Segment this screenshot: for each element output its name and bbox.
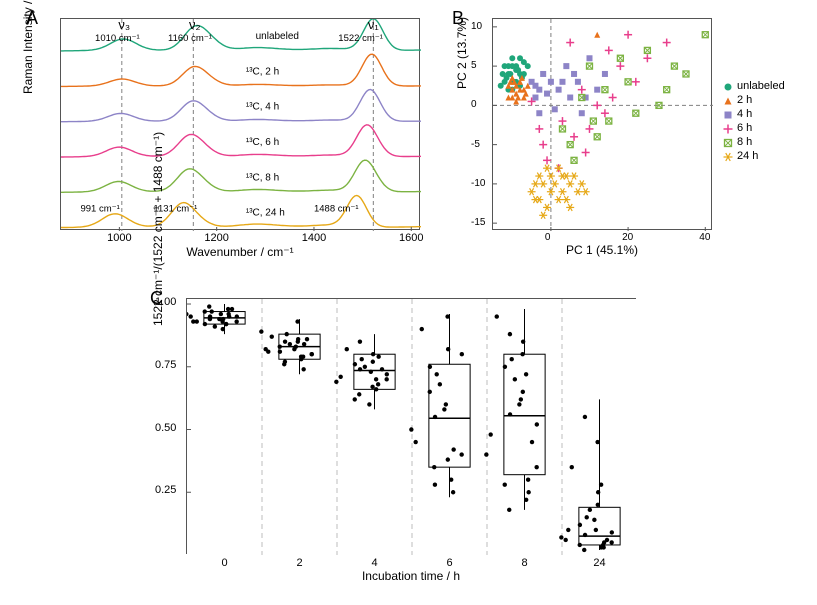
panel-c-ytick: 0.50: [155, 422, 176, 434]
panel-b-ytick: -10: [471, 178, 485, 189]
panel-c-boxplot: 1522 cm⁻¹/(1522 cm⁻¹ + 1488 cm⁻¹) Incuba…: [186, 298, 636, 554]
panel-b-ytick: 10: [471, 21, 482, 32]
legend-item: 24 h: [722, 150, 785, 162]
panel-a-svg: unlabeled ¹³C, 2 h ¹³C, 4 h ¹³C, 6 h ¹³C, 8 …: [61, 19, 421, 231]
panel-a-ylabel: Raman Intensity / a.u.: [21, 0, 35, 94]
panel-b-svg: [493, 19, 713, 231]
panel-b-ytick: 0: [471, 99, 477, 110]
panel-b-ytick: -15: [471, 217, 485, 228]
panel-a-xtick: 1000: [107, 232, 131, 244]
legend-label: 24 h: [737, 150, 758, 162]
panel-c-svg: [187, 299, 637, 555]
legend-label: 2 h: [737, 94, 752, 106]
panel-b-xtick: 20: [622, 232, 633, 243]
legend-item: 8 h: [722, 136, 785, 148]
svg-text:991 cm⁻¹: 991 cm⁻¹: [80, 204, 119, 215]
panel-c-ytick: 1.00: [155, 296, 176, 308]
panel-b-legend: unlabeled 2 h 4 h 6 h 8 h 24 h: [722, 80, 785, 164]
panel-a-spectra: Raman Intensity / a.u. Wavenumber / cm⁻¹…: [60, 18, 420, 230]
svg-text:1010 cm⁻¹: 1010 cm⁻¹: [95, 33, 140, 44]
panel-c-xtick: 4: [371, 557, 377, 569]
panel-b-ytick: 5: [471, 60, 477, 71]
legend-label: 6 h: [737, 122, 752, 134]
panel-c-ytick: 0.25: [155, 484, 176, 496]
legend-label: unlabeled: [737, 80, 785, 92]
svg-text:¹³C, 24 h: ¹³C, 24 h: [246, 208, 285, 219]
svg-text:ν₂: ν₂: [189, 19, 201, 32]
panel-a-xtick: 1400: [302, 232, 326, 244]
legend-item: 2 h: [722, 94, 785, 106]
panel-b-pca: PC 2 (13.7%) PC 1 (45.1%) 02040-15-10-50…: [492, 18, 712, 230]
panel-a-xtick: 1200: [204, 232, 228, 244]
panel-b-xlabel: PC 1 (45.1%): [566, 243, 638, 257]
panel-c-xtick: 2: [296, 557, 302, 569]
panel-c-ytick: 0.75: [155, 359, 176, 371]
svg-text:1488 cm⁻¹: 1488 cm⁻¹: [314, 204, 359, 215]
panel-c-xtick: 6: [446, 557, 452, 569]
legend-label: 8 h: [737, 136, 752, 148]
svg-text:unlabeled: unlabeled: [256, 31, 299, 42]
svg-text:¹³C, 2 h: ¹³C, 2 h: [246, 66, 279, 77]
panel-b-xtick: 0: [545, 232, 551, 243]
panel-b-ytick: -5: [471, 139, 480, 150]
svg-text:¹³C, 4 h: ¹³C, 4 h: [246, 102, 279, 113]
legend-item: 4 h: [722, 108, 785, 120]
svg-text:ν₃: ν₃: [118, 19, 130, 32]
legend-label: 4 h: [737, 108, 752, 120]
svg-text:¹³C, 6 h: ¹³C, 6 h: [246, 137, 279, 148]
panel-c-xtick: 0: [221, 557, 227, 569]
svg-text:1160 cm⁻¹: 1160 cm⁻¹: [168, 33, 212, 44]
panel-c-xtick: 8: [521, 557, 527, 569]
svg-text:¹³C, 8 h: ¹³C, 8 h: [246, 172, 279, 183]
panel-a-xtick: 1600: [399, 232, 423, 244]
panel-c-xlabel: Incubation time / h: [362, 569, 460, 583]
svg-text:ν₁: ν₁: [368, 19, 380, 32]
figure: A B C Raman Intensity / a.u. Wavenumber …: [0, 0, 817, 605]
legend-item: unlabeled: [722, 80, 785, 92]
panel-a-xlabel: Wavenumber / cm⁻¹: [186, 245, 293, 259]
svg-text:1522 cm⁻¹: 1522 cm⁻¹: [338, 33, 383, 44]
panel-b-ylabel: PC 2 (13.7%): [455, 17, 469, 89]
panel-c-xtick: 24: [593, 557, 605, 569]
panel-b-xtick: 40: [699, 232, 710, 243]
legend-item: 6 h: [722, 122, 785, 134]
